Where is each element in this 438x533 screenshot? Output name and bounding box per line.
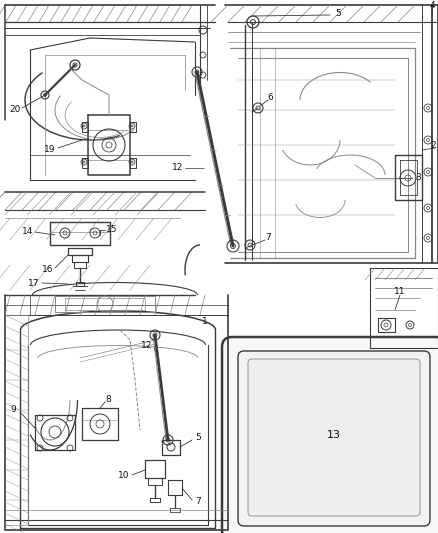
Text: 7: 7 bbox=[265, 233, 271, 243]
Text: 12: 12 bbox=[172, 164, 184, 173]
FancyBboxPatch shape bbox=[238, 351, 430, 526]
Text: 14: 14 bbox=[22, 228, 34, 237]
Text: 7: 7 bbox=[195, 497, 201, 506]
Text: 17: 17 bbox=[28, 279, 40, 287]
FancyBboxPatch shape bbox=[222, 337, 438, 533]
Text: 4: 4 bbox=[429, 2, 435, 11]
Text: 5: 5 bbox=[195, 433, 201, 442]
Text: 8: 8 bbox=[105, 395, 111, 405]
Text: 15: 15 bbox=[106, 225, 118, 235]
Text: 11: 11 bbox=[394, 287, 406, 296]
Text: 12: 12 bbox=[141, 341, 153, 350]
Text: 6: 6 bbox=[267, 93, 273, 101]
Text: 19: 19 bbox=[44, 146, 56, 155]
Text: 16: 16 bbox=[42, 265, 54, 274]
Text: 10: 10 bbox=[118, 472, 130, 481]
Text: 13: 13 bbox=[327, 430, 341, 440]
Text: 1: 1 bbox=[202, 318, 208, 327]
Text: 5: 5 bbox=[335, 10, 341, 19]
Text: 20: 20 bbox=[9, 106, 21, 115]
Text: 9: 9 bbox=[10, 406, 16, 415]
Text: 3: 3 bbox=[415, 174, 421, 182]
FancyBboxPatch shape bbox=[248, 359, 420, 516]
Text: 2: 2 bbox=[431, 141, 436, 150]
